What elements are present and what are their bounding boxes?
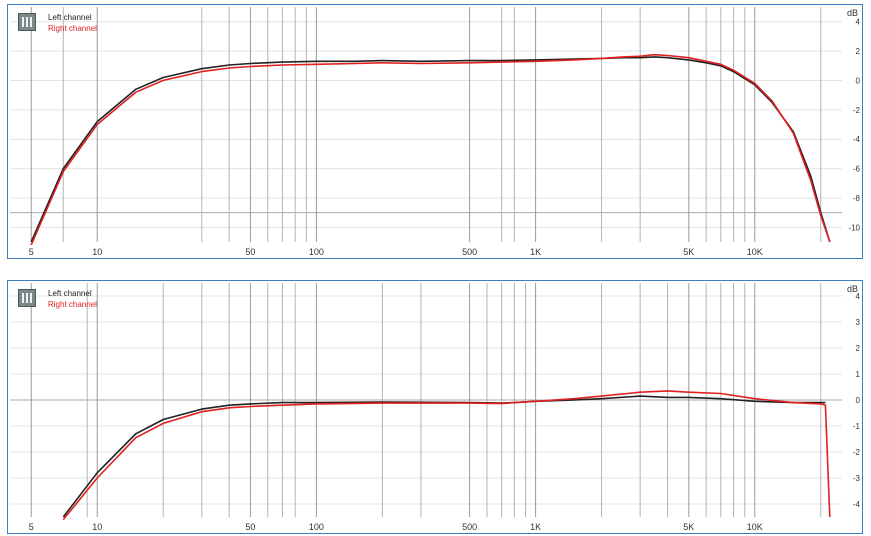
y-tick-label: -2 bbox=[853, 448, 861, 457]
y-tick-label: -3 bbox=[853, 474, 861, 483]
legend-right-label: Right channel bbox=[48, 24, 97, 33]
y-tick-label: -6 bbox=[853, 165, 861, 174]
legend: Left channel Right channel bbox=[48, 12, 97, 34]
x-tick-label: 50 bbox=[245, 522, 255, 532]
y-tick-label: 3 bbox=[856, 318, 861, 327]
y-tick-label: -4 bbox=[853, 500, 861, 509]
x-tick-label: 10K bbox=[747, 247, 763, 257]
x-tick-label: 100 bbox=[309, 247, 324, 257]
y-tick-label: 2 bbox=[856, 47, 861, 56]
legend-meter-icon bbox=[18, 13, 36, 31]
x-tick-label: 500 bbox=[462, 522, 477, 532]
legend-right-label: Right channel bbox=[48, 300, 97, 309]
y-tick-label: -4 bbox=[853, 135, 861, 144]
chart-panel-top: 5 10 50 100 500 1K 5K 10K 4 2 0 -2 -4 -6 -8 -10 Left ch… bbox=[7, 4, 863, 259]
legend-left-label: Left channel bbox=[48, 13, 92, 22]
legend-left-label: Left channel bbox=[48, 289, 92, 298]
x-tick-label: 500 bbox=[462, 247, 477, 257]
chart-panel-bottom: 5 10 50 100 500 1K 5K 10K 4 3 2 1 0 -1 -2 -3 -4 Left cha… bbox=[7, 280, 863, 534]
y-tick-label: -10 bbox=[848, 223, 860, 232]
y-tick-label: 4 bbox=[856, 292, 861, 301]
y-tick-label: -8 bbox=[853, 194, 861, 203]
x-tick-label: 50 bbox=[245, 247, 255, 257]
y-tick-label: -1 bbox=[853, 422, 861, 431]
frequency-response-chart-top: 5 10 50 100 500 1K 5K 10K 4 2 0 -2 -4 -6 -8 -10 bbox=[10, 7, 861, 257]
x-tick-label: 10 bbox=[92, 247, 102, 257]
legend-meter-icon bbox=[18, 289, 36, 307]
series-line-left-channel bbox=[30, 56, 831, 243]
x-tick-label: 5 bbox=[29, 247, 34, 257]
x-tick-label: 1K bbox=[530, 247, 541, 257]
x-tick-label: 100 bbox=[309, 522, 324, 532]
x-tick-label: 1K bbox=[530, 522, 541, 532]
y-tick-label: -2 bbox=[853, 106, 861, 115]
x-tick-label: 10 bbox=[92, 522, 102, 532]
series-line-right-channel bbox=[30, 53, 831, 246]
y-tick-label: 2 bbox=[856, 344, 861, 353]
y-tick-label: 0 bbox=[856, 76, 861, 85]
y-unit-label: dB bbox=[846, 8, 858, 18]
series-line-right-channel bbox=[62, 390, 831, 521]
y-tick-label: 0 bbox=[856, 396, 861, 405]
y-tick-label: 4 bbox=[856, 18, 861, 27]
legend: Left channel Right channel bbox=[48, 288, 97, 310]
x-tick-label: 5 bbox=[29, 522, 34, 532]
x-tick-label: 10K bbox=[747, 522, 763, 532]
x-tick-label: 5K bbox=[683, 247, 694, 257]
y-unit-label: dB bbox=[846, 284, 858, 294]
x-tick-label: 5K bbox=[683, 522, 694, 532]
series-line-left-channel bbox=[62, 395, 826, 518]
y-tick-label: 1 bbox=[856, 370, 861, 379]
